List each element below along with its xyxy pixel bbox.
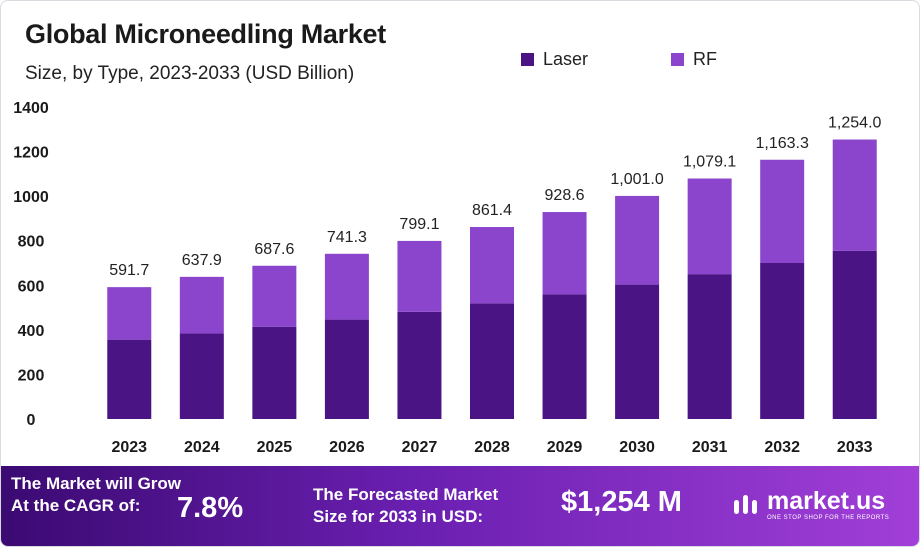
bar-rf — [832, 139, 877, 251]
x-tick-label: 2028 — [474, 439, 510, 456]
data-label: 1,163.3 — [755, 135, 808, 152]
cagr-label-line2: At the CAGR of: — [11, 496, 141, 515]
bar-laser — [832, 250, 877, 419]
bar-laser — [687, 274, 732, 419]
x-tick-label: 2026 — [329, 439, 365, 456]
y-tick-label: 1000 — [13, 189, 49, 206]
bar-rf — [687, 178, 732, 275]
data-label: 799.1 — [399, 216, 439, 233]
data-label: 928.6 — [545, 187, 585, 204]
bar-rf — [107, 287, 152, 340]
x-tick-label: 2025 — [257, 439, 293, 456]
bar-rf — [179, 276, 224, 334]
legend-label-laser: Laser — [543, 49, 589, 69]
market-us-logo-icon — [734, 495, 757, 514]
forecast-label-line1: The Forecasted Market — [313, 485, 499, 504]
legend-item-rf: RF — [671, 49, 821, 70]
data-label: 687.6 — [254, 241, 294, 258]
bar-rf — [470, 227, 514, 304]
legend-swatch-laser — [521, 53, 534, 66]
forecast-label-line2: Size for 2033 in USD: — [313, 507, 484, 526]
y-tick-label: 1400 — [13, 100, 49, 117]
bar-laser — [397, 311, 442, 419]
brand-logo: market.us ONE STOP SHOP FOR THE REPORTS — [731, 488, 889, 522]
bar-laser — [470, 303, 514, 419]
bar-rf — [397, 240, 442, 312]
bar-rf — [760, 159, 805, 263]
data-label: 1,079.1 — [683, 154, 736, 171]
legend-item-laser: Laser — [521, 49, 671, 70]
x-tick-label: 2027 — [402, 439, 438, 456]
y-tick-label: 800 — [18, 234, 45, 251]
bar-laser — [179, 333, 224, 419]
y-tick-label: 600 — [18, 278, 45, 295]
y-tick-label: 200 — [18, 367, 45, 384]
bar-chart: 0 200 400 600 800 1000 1200 1400 591.7 2023 637.9 2… — [13, 100, 881, 456]
bar-laser — [760, 263, 805, 419]
x-tick-label: 2033 — [837, 439, 873, 456]
brand-name: market.us — [767, 487, 886, 515]
cagr-value: 7.8% — [177, 492, 244, 524]
x-tick-label: 2032 — [764, 439, 800, 456]
chart-subtitle: Size, by Type, 2023-2033 (USD Billion) — [25, 63, 355, 84]
bar-laser — [324, 319, 369, 419]
data-label: 741.3 — [327, 229, 367, 246]
data-label: 1,001.0 — [610, 171, 663, 188]
brand-tagline: ONE STOP SHOP FOR THE REPORTS — [767, 515, 890, 521]
cagr-label-line1: The Market will Grow — [11, 474, 182, 493]
y-tick-label: 0 — [27, 412, 36, 429]
x-tick-label: 2030 — [619, 439, 655, 456]
data-label: 591.7 — [109, 262, 149, 279]
bar-rf — [542, 212, 587, 295]
y-tick-label: 1200 — [13, 145, 49, 162]
bar-rf — [615, 195, 660, 285]
bar-laser — [615, 284, 660, 419]
legend-swatch-rf — [671, 53, 684, 66]
forecast-label: The Forecasted Market Size for 2033 in U… — [313, 484, 498, 528]
data-label: 861.4 — [472, 202, 512, 219]
legend-label-rf: RF — [693, 49, 717, 69]
footer-banner: The Market will Grow At the CAGR of: 7.8… — [1, 466, 919, 546]
bar-rf — [324, 253, 369, 320]
bar-laser — [542, 294, 587, 419]
forecast-value: $1,254 M — [561, 486, 682, 518]
data-label: 637.9 — [182, 252, 222, 269]
bar-laser — [107, 339, 152, 419]
chart-title: Global Microneedling Market — [25, 19, 386, 49]
x-tick-label: 2029 — [547, 439, 583, 456]
x-tick-label: 2023 — [111, 439, 147, 456]
bar-rf — [252, 265, 297, 327]
y-tick-label: 400 — [18, 323, 45, 340]
x-tick-label: 2024 — [184, 439, 220, 456]
cagr-label: The Market will Grow At the CAGR of: — [11, 473, 181, 517]
bar-laser — [252, 326, 297, 419]
x-tick-label: 2031 — [692, 439, 728, 456]
legend: Laser RF — [521, 49, 821, 70]
data-label: 1,254.0 — [828, 115, 881, 132]
